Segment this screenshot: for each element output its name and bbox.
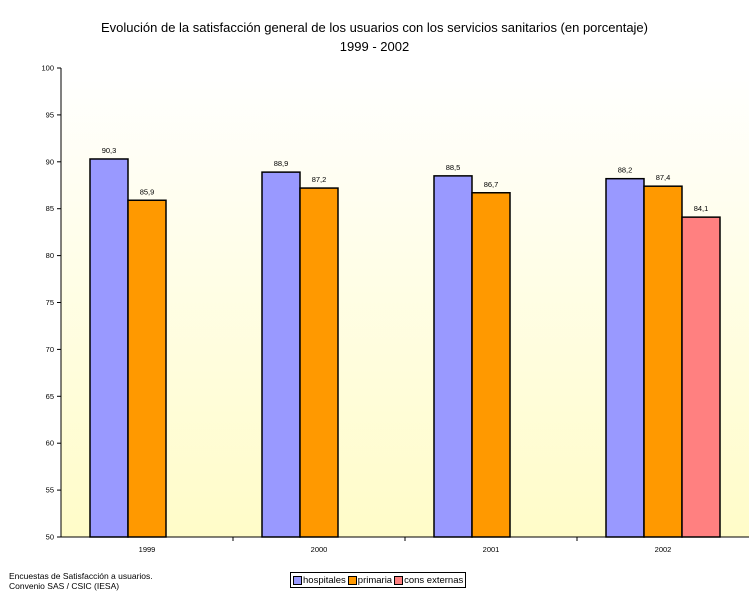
- data-label: 85,9: [140, 187, 155, 196]
- x-tick-label: 2000: [311, 545, 328, 554]
- chart-title-line: Evolución de la satisfacción general de …: [100, 20, 648, 35]
- legend: hospitales primaria cons externas: [290, 572, 467, 588]
- bar-primaria-2001: [471, 192, 511, 538]
- x-tick-label: 2001: [483, 545, 500, 554]
- source-note-line-2: Convenio SAS / CSIC (IESA): [9, 581, 120, 591]
- bar-hospitales-1999: [89, 158, 129, 538]
- y-tick-label: 65: [46, 392, 54, 401]
- data-label: 86,7: [484, 180, 499, 189]
- bar-primaria-2000: [299, 187, 339, 538]
- bar-hospitales-2001: [433, 175, 473, 538]
- bar-cons-externas-2002: [681, 216, 721, 538]
- legend-item-cons-externas: cons externas: [394, 575, 463, 586]
- data-label: 84,1: [694, 204, 709, 213]
- data-label: 88,9: [274, 159, 289, 168]
- y-tick-label: 55: [46, 486, 54, 495]
- legend-item-hospitales: hospitales: [293, 575, 346, 586]
- legend-label-hospitales: hospitales: [303, 574, 346, 586]
- y-tick-label: 90: [46, 157, 54, 166]
- data-label: 90,3: [102, 146, 117, 155]
- legend-swatch-cons-externas: [394, 575, 404, 585]
- data-label: 87,4: [656, 173, 671, 182]
- bar-hospitales-2000: [261, 171, 301, 538]
- bar-primaria-1999: [127, 199, 167, 538]
- y-tick-label: 75: [46, 298, 54, 307]
- legend-swatch-hospitales: [293, 575, 302, 585]
- y-tick-label: 70: [46, 345, 54, 354]
- bar-hospitales-2002: [605, 177, 645, 538]
- bar-primaria-2002: [643, 185, 683, 538]
- y-tick-label: 85: [46, 204, 54, 213]
- data-label: 88,5: [446, 163, 461, 172]
- chart-subtitle-line: 1999 - 2002: [339, 39, 410, 54]
- data-label: 88,2: [618, 166, 633, 175]
- y-tick-label: 60: [46, 439, 54, 448]
- source-note-line-1: Encuestas de Satisfacción a usuarios.: [9, 571, 153, 581]
- legend-item-primaria: primaria: [347, 574, 393, 586]
- y-tick-label: 100: [41, 64, 54, 73]
- y-tick-label: 80: [46, 251, 54, 260]
- source-note: Encuestas de Satisfacción a usuarios. Co…: [9, 571, 153, 591]
- data-label: 87,2: [312, 175, 327, 184]
- y-tick-label: 95: [46, 110, 54, 119]
- x-tick-label: 1999: [139, 545, 156, 554]
- legend-label-cons-externas: cons externas: [404, 574, 464, 586]
- legend-swatch-primaria: [347, 575, 357, 585]
- x-tick-label: 2002: [655, 545, 672, 554]
- chart-title: Evolución de la satisfacción general de …: [0, 18, 749, 56]
- legend-label-primaria: primaria: [357, 574, 393, 586]
- y-tick-label: 50: [46, 533, 54, 542]
